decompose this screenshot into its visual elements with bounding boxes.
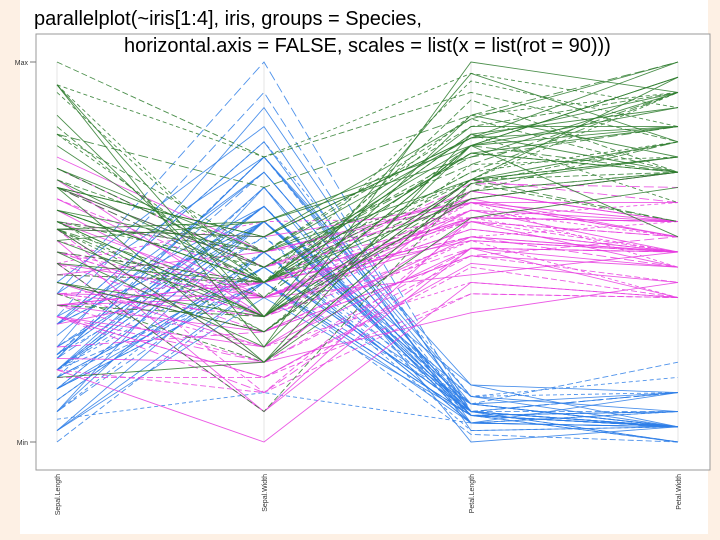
versicolor-line	[56, 281, 679, 363]
virginica-line	[56, 61, 679, 158]
versicolor-line	[56, 255, 679, 363]
versicolor-line	[56, 266, 679, 378]
virginica-line	[56, 145, 679, 299]
min-label: Min	[17, 440, 28, 447]
versicolor-line	[56, 281, 679, 348]
setosa-line	[56, 236, 679, 428]
setosa-line	[56, 281, 679, 416]
variable-label-petal-width: Petal.Width	[676, 474, 683, 510]
virginica-line	[56, 141, 679, 283]
series-virginica	[56, 61, 679, 413]
virginica-line	[56, 61, 679, 188]
versicolor-line	[56, 202, 679, 264]
virginica-line	[56, 91, 679, 253]
versicolor-line	[56, 293, 679, 394]
series-lines	[56, 61, 679, 443]
versicolor-line	[56, 202, 679, 318]
virginica-line	[56, 61, 679, 238]
virginica-line	[56, 72, 679, 158]
virginica-line	[56, 171, 679, 283]
variable-label-sepal-length: Sepal.Length	[55, 474, 62, 515]
virginica-line	[56, 91, 679, 242]
setosa-line	[56, 251, 679, 428]
slide-bottom-margin	[0, 534, 720, 540]
virginica-line	[56, 171, 679, 333]
virginica-line	[56, 107, 679, 318]
virginica-line	[56, 118, 679, 253]
variable-label-sepal-width: Sepal.Width	[262, 474, 269, 512]
virginica-line	[56, 80, 679, 284]
virginica-line	[56, 156, 679, 333]
variable-label-petal-length: Petal.Length	[469, 474, 476, 513]
virginica-line	[56, 152, 679, 268]
max-label: Max	[15, 60, 29, 67]
virginica-line	[56, 183, 679, 413]
virginica-line	[56, 76, 679, 268]
code-title: parallelplot(~iris[1:4], iris, groups = …	[34, 6, 714, 60]
virginica-line	[56, 145, 679, 348]
slide-left-margin	[0, 0, 20, 540]
virginica-line	[56, 141, 679, 318]
virginica-line	[56, 84, 679, 283]
versicolor-line	[56, 236, 679, 295]
slide-right-margin	[708, 0, 720, 540]
virginica-line	[56, 72, 679, 318]
virginica-line	[56, 156, 679, 363]
code-line-1: parallelplot(~iris[1:4], iris, groups = …	[34, 8, 422, 30]
setosa-line	[56, 392, 679, 424]
code-line-2: horizontal.axis = FALSE, scales = list(x…	[124, 35, 611, 57]
versicolor-line	[56, 198, 679, 283]
setosa-line	[56, 186, 679, 443]
setosa-line	[56, 281, 679, 443]
setosa-line	[56, 221, 679, 413]
virginica-line	[56, 91, 679, 253]
versicolor-line	[56, 262, 679, 378]
axis-labels: Max Min Sepal.Length Sepal.Width Petal.Len…	[15, 60, 683, 515]
versicolor-line	[56, 240, 679, 318]
virginica-line	[56, 171, 679, 283]
setosa-line	[56, 156, 679, 428]
virginica-line	[56, 171, 679, 283]
setosa-line	[56, 171, 679, 428]
versicolor-line	[56, 217, 679, 325]
setosa-line	[56, 141, 679, 397]
virginica-line	[56, 91, 679, 268]
versicolor-line	[56, 247, 679, 363]
